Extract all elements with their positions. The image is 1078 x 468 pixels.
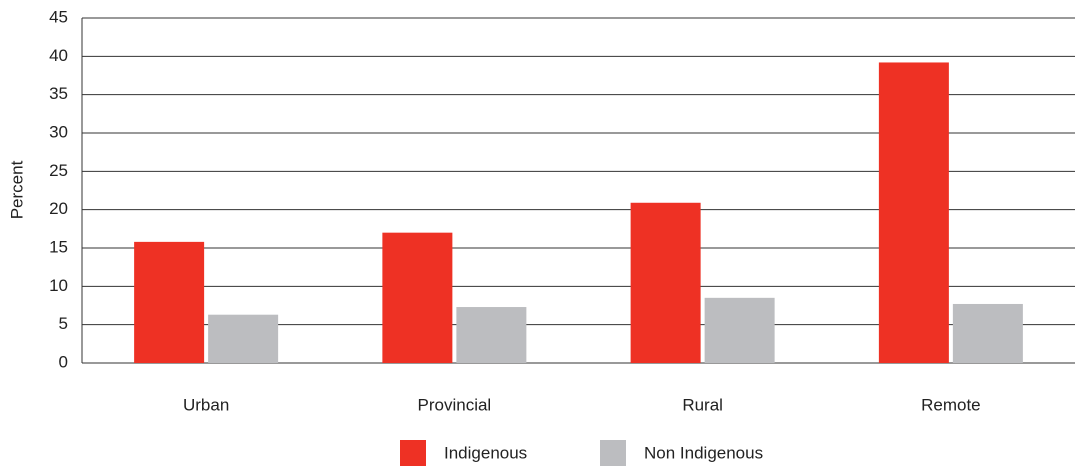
x-tick-label: Provincial bbox=[418, 395, 492, 414]
y-tick-label: 0 bbox=[59, 352, 68, 371]
x-tick-label: Remote bbox=[921, 395, 981, 414]
legend-swatch bbox=[600, 440, 626, 466]
legend-label: Non Indigenous bbox=[644, 443, 763, 462]
bar bbox=[630, 202, 701, 363]
y-tick-label: 30 bbox=[49, 122, 68, 141]
y-tick-label: 45 bbox=[49, 7, 68, 26]
bar bbox=[878, 62, 949, 363]
bar bbox=[134, 241, 205, 363]
y-tick-label: 25 bbox=[49, 161, 68, 180]
y-tick-label: 40 bbox=[49, 46, 68, 65]
bar bbox=[208, 314, 279, 363]
x-tick-label: Rural bbox=[682, 395, 723, 414]
legend-swatch bbox=[400, 440, 426, 466]
x-tick-label: Urban bbox=[183, 395, 229, 414]
y-tick-label: 35 bbox=[49, 84, 68, 103]
y-tick-label: 10 bbox=[49, 276, 68, 295]
y-tick-label: 5 bbox=[59, 314, 68, 333]
bar bbox=[952, 303, 1023, 363]
bar bbox=[456, 307, 527, 363]
y-tick-label: 20 bbox=[49, 199, 68, 218]
legend-label: Indigenous bbox=[444, 443, 527, 462]
bar bbox=[704, 297, 775, 363]
bar bbox=[382, 232, 453, 363]
y-tick-label: 15 bbox=[49, 237, 68, 256]
y-axis-label: Percent bbox=[7, 160, 26, 219]
